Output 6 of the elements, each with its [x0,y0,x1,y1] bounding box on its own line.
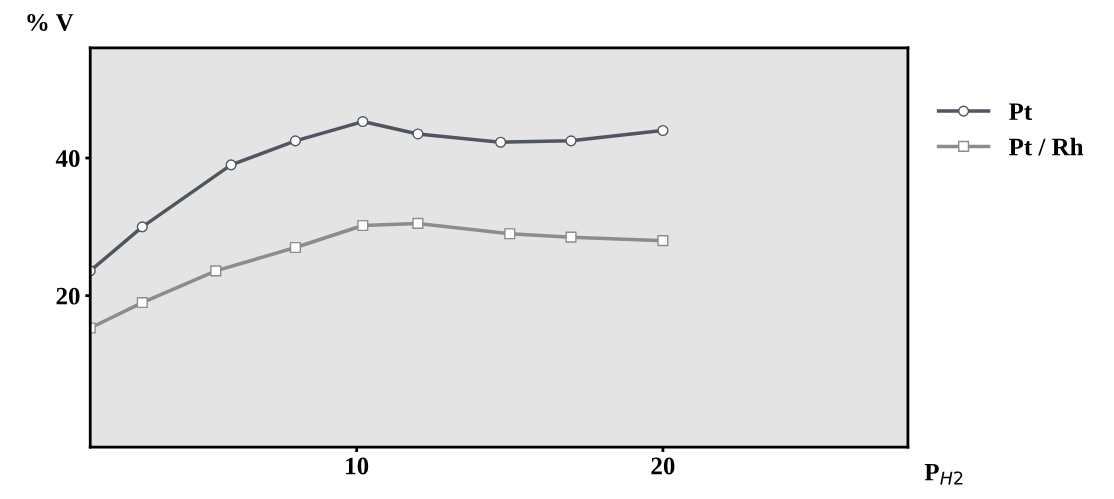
x-tick-label: 10 [346,457,369,475]
legend-label: Pt [1009,103,1033,121]
y-axis-title: % V [27,13,74,31]
x-axis-title: P$_{H2}$ [924,463,963,485]
y-tick-label: 40 [55,150,80,167]
legend-label: Pt / Rh [1009,137,1084,156]
